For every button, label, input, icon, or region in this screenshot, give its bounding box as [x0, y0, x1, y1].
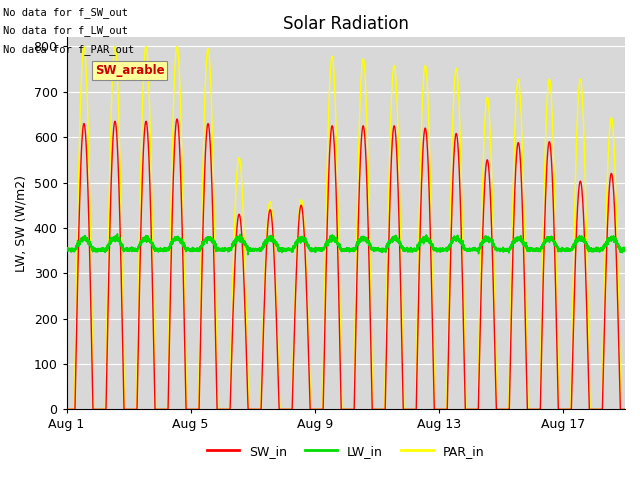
Text: SW_arable: SW_arable: [95, 64, 164, 77]
Title: Solar Radiation: Solar Radiation: [283, 15, 409, 33]
Text: No data for f_PAR_out: No data for f_PAR_out: [3, 44, 134, 55]
Text: No data for f_LW_out: No data for f_LW_out: [3, 25, 128, 36]
Y-axis label: LW, SW (W/m2): LW, SW (W/m2): [15, 175, 28, 272]
Text: No data for f_SW_out: No data for f_SW_out: [3, 7, 128, 18]
Legend: SW_in, LW_in, PAR_in: SW_in, LW_in, PAR_in: [202, 440, 489, 463]
